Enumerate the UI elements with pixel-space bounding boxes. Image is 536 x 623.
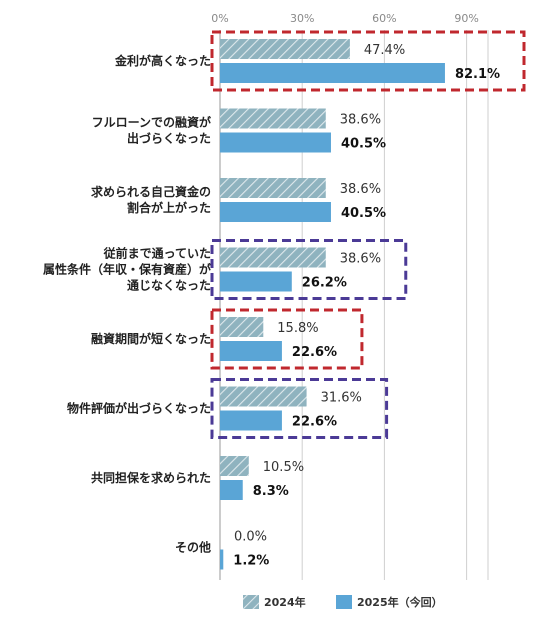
data-label-2024: 38.6% (340, 182, 381, 197)
category-label: フルローンでの融資が出づらくなった (92, 115, 211, 146)
bar-2025 (220, 480, 243, 500)
bar-2024 (220, 108, 326, 129)
highlight-boxes (210, 30, 526, 439)
data-label-2025: 40.5% (341, 206, 386, 221)
category-label: 従前まで通っていた属性条件（年収・保有資産）が通じなくなった (43, 246, 211, 293)
legend-label-2024: 2024年 (264, 595, 306, 609)
data-label-2025: 26.2% (302, 276, 347, 291)
category-label: 融資期間が短くなった (91, 331, 211, 346)
bar-2024 (220, 39, 350, 59)
x-tick-label: 90% (454, 12, 478, 25)
data-label-2025: 1.2% (233, 554, 269, 569)
data-label-2025: 22.6% (292, 345, 337, 360)
category-label: その他 (175, 540, 211, 555)
bar-2025 (220, 132, 331, 153)
bar-2024 (220, 178, 326, 198)
category-labels: 金利が高くなったフルローンでの融資が出づらくなった求められる自己資金の割合が上が… (43, 53, 211, 555)
data-label-2024: 10.5% (263, 460, 304, 475)
legend: 2024年 2025年（今回） (243, 595, 443, 609)
category-label: 金利が高くなった (114, 53, 211, 68)
bar-2024 (220, 317, 264, 337)
data-label-2025: 22.6% (292, 415, 337, 430)
highlight-box (210, 308, 364, 370)
legend-swatch-2025 (336, 595, 352, 609)
bars (220, 39, 445, 570)
data-label-2024: 0.0% (234, 530, 267, 545)
data-label-2025: 40.5% (341, 137, 386, 152)
bar-2025 (220, 63, 445, 83)
x-tick-label: 60% (372, 12, 396, 25)
bar-2025 (220, 271, 292, 292)
highlight-box (210, 378, 389, 439)
bar-2024 (220, 386, 307, 407)
data-label-2024: 47.4% (364, 43, 405, 58)
legend-swatch-2024 (243, 595, 259, 609)
category-label: 物件評価が出づらくなった (67, 401, 211, 416)
bar-2025 (220, 341, 282, 361)
bar-2024 (220, 456, 249, 476)
data-label-2024: 31.6% (321, 391, 362, 406)
bar-2025 (220, 410, 282, 431)
x-tick-label: 0% (211, 12, 228, 25)
bar-2025 (220, 549, 224, 570)
bar-2025 (220, 202, 331, 222)
highlight-box (210, 30, 526, 92)
data-label-2024: 38.6% (340, 252, 381, 267)
data-label-2024: 38.6% (340, 113, 381, 128)
bar-2024 (220, 247, 326, 268)
legend-label-2025: 2025年（今回） (357, 595, 443, 609)
data-label-2025: 8.3% (253, 484, 289, 499)
data-label-2024: 15.8% (277, 321, 318, 336)
category-label: 共同担保を求められた (91, 470, 211, 485)
x-axis: 0% 30% 60% 90% (211, 12, 479, 580)
x-tick-label: 30% (290, 12, 314, 25)
category-label: 求められる自己資金の割合が上がった (91, 184, 211, 215)
data-label-2025: 82.1% (455, 67, 500, 82)
data-labels: 47.4% 82.1% 38.6% 40.5% 38.6% 40.5% 38.6% 26.2%… (233, 43, 500, 569)
